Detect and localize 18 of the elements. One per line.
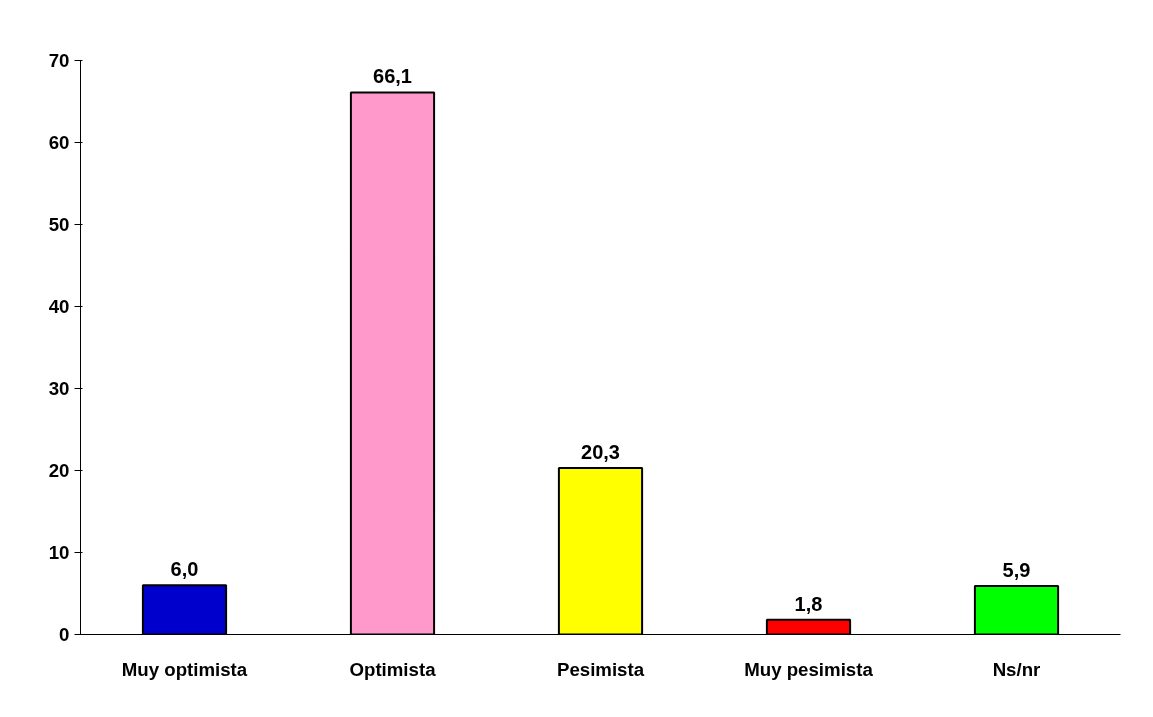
y-tick-label: 50 <box>48 214 70 235</box>
y-tick-label: 60 <box>48 132 70 153</box>
y-tick-label: 70 <box>48 50 70 71</box>
x-tick-label: Muy pesimista <box>744 658 874 680</box>
x-tick-label: Pesimista <box>556 658 645 680</box>
y-tick-label: 0 <box>59 624 70 645</box>
x-tick-label: Muy optimista <box>121 658 248 680</box>
data-label: 6,0 <box>170 558 199 581</box>
y-tick-label: 10 <box>48 542 70 563</box>
x-tick-label: Ns/nr <box>992 658 1041 680</box>
data-label: 5,9 <box>1002 559 1031 582</box>
y-tick-label: 20 <box>48 460 70 481</box>
data-label: 20,3 <box>581 441 620 464</box>
data-label: 66,1 <box>373 65 412 88</box>
data-label: 1,8 <box>794 592 823 615</box>
y-tick-label: 40 <box>48 296 70 317</box>
y-tick-label: 30 <box>48 378 70 399</box>
x-tick-label: Optimista <box>349 658 437 680</box>
